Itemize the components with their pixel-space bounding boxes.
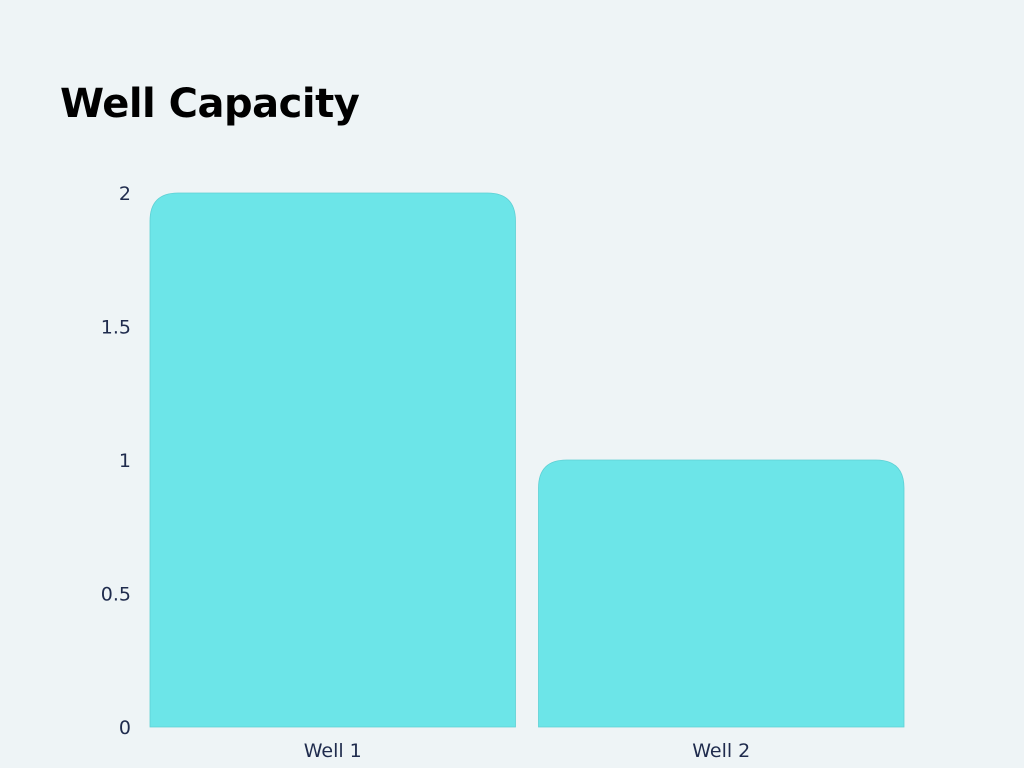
y-tick-label: 1 bbox=[119, 450, 131, 472]
y-tick-label: 1.5 bbox=[101, 317, 131, 339]
bars bbox=[149, 192, 905, 728]
y-axis: 0 0.5 1 1.5 2 bbox=[101, 183, 131, 739]
bar-well-2 bbox=[538, 459, 905, 728]
x-tick-label: Well 2 bbox=[692, 740, 750, 762]
y-tick-label: 0 bbox=[119, 717, 131, 739]
x-axis: Well 1 Well 2 bbox=[304, 740, 751, 762]
bar-well-1 bbox=[149, 192, 516, 728]
x-tick-label: Well 1 bbox=[304, 740, 362, 762]
y-tick-label: 0.5 bbox=[101, 584, 131, 606]
y-tick-label: 2 bbox=[119, 183, 131, 205]
chart-title: Well Capacity bbox=[60, 81, 360, 127]
